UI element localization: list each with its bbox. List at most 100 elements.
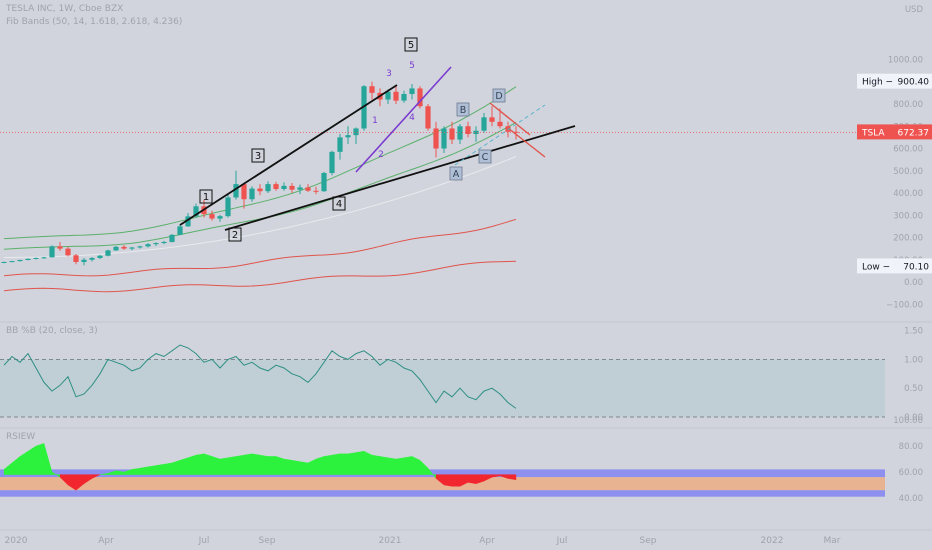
wave-label-box xyxy=(332,196,346,211)
lower-trendline xyxy=(224,125,576,231)
candle-body xyxy=(225,197,231,217)
candle-body xyxy=(209,214,215,219)
rsi-area-segment xyxy=(315,456,325,475)
wave-label-black: 5 xyxy=(408,40,414,51)
candle-body xyxy=(353,128,359,136)
price-tick-label: 200.00 xyxy=(893,234,923,244)
candle-body xyxy=(297,187,303,190)
candle-body xyxy=(329,151,335,173)
candle-body xyxy=(41,257,47,259)
wave-label-purple: 1 xyxy=(372,116,378,126)
rsi-area-segment xyxy=(163,462,173,475)
upper-trendline xyxy=(179,84,398,226)
candle-body xyxy=(289,185,295,190)
candle-body xyxy=(473,130,479,135)
rsi-area-segment xyxy=(195,453,205,475)
rsi-area-segment xyxy=(403,456,413,475)
rsi-area-segment xyxy=(147,465,157,475)
time-tick-label: Sep xyxy=(640,536,657,546)
rsi-area-segment xyxy=(235,454,245,475)
candle-body xyxy=(25,258,31,260)
candle-body xyxy=(161,241,167,244)
wave-label-box xyxy=(199,189,213,204)
rsi-area-segment xyxy=(187,454,197,475)
candle-body xyxy=(105,250,111,256)
candle-body xyxy=(185,216,191,227)
rsi-area-segment xyxy=(179,457,189,475)
rsi-area-segment xyxy=(339,453,349,475)
purple-wave-line xyxy=(355,66,452,173)
rsi-area-segment xyxy=(323,454,333,475)
bb-tick-label: 0.00 xyxy=(904,413,923,423)
wave-label-purple: 4 xyxy=(409,113,415,123)
wave-label-box xyxy=(404,37,418,52)
candle-body xyxy=(465,126,471,135)
red-channel-bottom xyxy=(507,127,546,158)
rsiew-legend: RSIEW xyxy=(6,432,36,442)
corrective-label-box xyxy=(492,88,506,103)
candle-body xyxy=(33,257,39,259)
candle-body xyxy=(17,259,23,262)
rsi-area-segment xyxy=(451,474,461,487)
candle-body xyxy=(113,246,119,251)
wave-label-purple: 3 xyxy=(386,69,392,79)
bb-tick-label: 0.50 xyxy=(904,384,923,394)
candle-body xyxy=(145,244,151,247)
candle-body xyxy=(97,255,103,258)
time-tick-label: 2021 xyxy=(379,536,402,546)
rsi-area-segment xyxy=(443,474,453,487)
rsi-area-segment xyxy=(219,457,229,475)
rsi-area-segment xyxy=(387,457,397,475)
candle-body xyxy=(497,121,503,127)
low-marker-bg xyxy=(857,258,932,274)
rsi-area-segment xyxy=(27,445,37,475)
candle-body xyxy=(129,247,135,249)
rsi-tick-label: 80.00 xyxy=(899,442,923,452)
last-price-marker-value: 672.37 xyxy=(898,128,930,138)
candle-body xyxy=(369,86,375,93)
rsi-area-segment xyxy=(299,461,309,475)
candle-body xyxy=(233,184,239,198)
wave-label-purple: 5 xyxy=(409,61,415,71)
price-tick-label: 600.00 xyxy=(893,145,923,155)
wave-label-purple: 2 xyxy=(378,150,384,160)
candle-body xyxy=(57,246,63,249)
rsi-area-segment xyxy=(275,456,285,475)
candle-body xyxy=(169,234,175,242)
bb-band-fill xyxy=(0,359,885,417)
corrective-label: C xyxy=(482,152,489,163)
symbol-title: TESLA INC, 1W, Cboe BZX xyxy=(6,4,124,14)
rsi-area-segment xyxy=(467,474,477,484)
high-marker-value: 900.40 xyxy=(898,78,930,88)
candle-body xyxy=(9,261,15,263)
rsi-area-segment xyxy=(3,462,13,475)
time-tick-label: Apr xyxy=(98,536,114,546)
candle-body xyxy=(321,172,327,192)
rsi-area-segment xyxy=(395,457,405,475)
candle-body xyxy=(257,188,263,192)
fib-lower-1 xyxy=(3,218,517,277)
candle-body xyxy=(89,257,95,260)
candle-body xyxy=(433,128,439,149)
candle-body xyxy=(417,88,423,107)
price-tick-label: 500.00 xyxy=(893,167,923,177)
rsi-band-blue-lower xyxy=(0,490,885,497)
rsi-area-segment xyxy=(291,460,301,475)
rsi-area-segment xyxy=(411,456,421,475)
low-marker-label: Low − xyxy=(862,262,890,272)
rsi-area-segment xyxy=(347,452,357,475)
wave-label-black: 1 xyxy=(203,192,209,203)
price-tick-label: 400.00 xyxy=(893,189,923,199)
candle-body xyxy=(265,184,271,192)
candle-body xyxy=(337,137,343,152)
time-tick-label: Jul xyxy=(556,536,568,546)
candle-body xyxy=(305,187,311,191)
candle-body xyxy=(401,93,407,101)
high-marker-label: High − xyxy=(862,78,893,88)
rsi-area-segment xyxy=(363,450,373,475)
candle-body xyxy=(121,246,127,249)
rsi-tick-label: 40.00 xyxy=(899,494,923,504)
candle-body xyxy=(137,246,143,248)
